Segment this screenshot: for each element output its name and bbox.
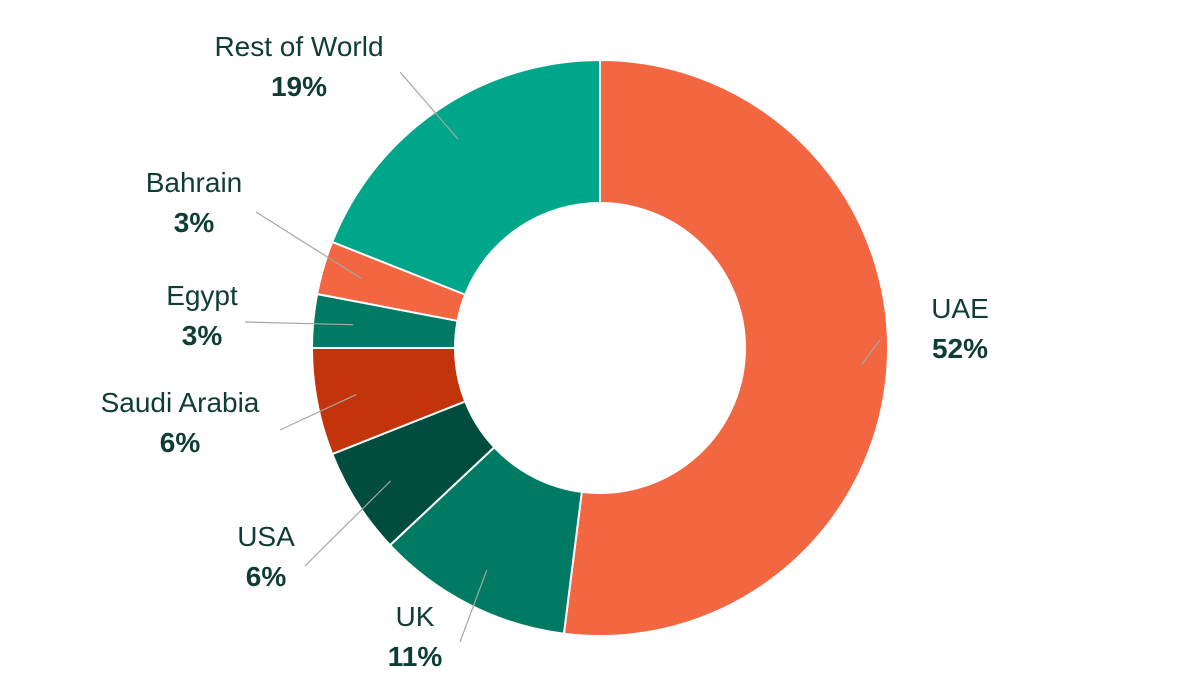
donut-slices — [310, 58, 889, 637]
slice-uae — [562, 58, 889, 637]
leader-egypt — [244, 321, 354, 326]
label-saudi-arabia: Saudi Arabia — [101, 387, 260, 418]
leader-bahrain — [255, 211, 363, 280]
value-uae: 52% — [932, 333, 988, 364]
slice-labels: UAE 52% UK 11% USA 6% Saudi Arabia 6% Egypt 3% Bah… — [101, 31, 989, 672]
value-uk: 11% — [388, 641, 443, 672]
value-saudi-arabia: 6% — [160, 427, 201, 458]
label-usa: USA — [237, 521, 295, 552]
value-rest-of-world: 19% — [271, 71, 327, 102]
value-bahrain: 3% — [174, 207, 215, 238]
leader-rest-of-world — [399, 71, 459, 140]
label-rest-of-world: Rest of World — [214, 31, 383, 62]
label-egypt: Egypt — [166, 280, 238, 311]
label-uk: UK — [396, 601, 435, 632]
label-bahrain: Bahrain — [146, 167, 243, 198]
value-usa: 6% — [246, 561, 287, 592]
leader-saudi-arabia — [279, 393, 357, 431]
leader-uk — [459, 569, 488, 643]
leader-usa — [304, 480, 392, 567]
slice-uk — [388, 445, 583, 635]
label-uae: UAE — [931, 293, 989, 324]
leader-lines — [244, 71, 881, 643]
value-egypt: 3% — [182, 320, 223, 351]
leader-uae — [861, 339, 881, 365]
slice-rest-of-world — [330, 58, 601, 296]
